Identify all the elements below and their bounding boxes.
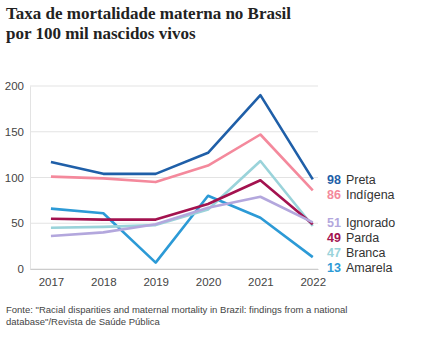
legend-value: 86 <box>327 188 341 202</box>
x-tick-label: 2017 <box>39 276 65 288</box>
y-tick-label: 0 <box>18 263 24 275</box>
x-tick-label: 2021 <box>248 276 274 288</box>
title: Taxa de mortalidade materna no Brasilpor… <box>6 4 291 43</box>
y-tick: 100 <box>5 172 30 184</box>
grid <box>30 86 318 269</box>
x-tick: 2021 <box>248 269 274 288</box>
legend-name: Branca <box>346 246 386 260</box>
text-line: database"/Revista de Saúde Pública <box>6 316 161 327</box>
grid-line <box>30 223 318 224</box>
legend-name: Ignorado <box>346 216 395 230</box>
legend-entry: 13 Amarela <box>327 261 392 275</box>
x-axis-line <box>31 269 319 270</box>
x-tick-label: 2019 <box>143 276 169 288</box>
legend-value: 98 <box>327 173 341 187</box>
x-tick: 2022 <box>300 269 326 288</box>
legend-entry: 47 Branca <box>327 246 386 260</box>
legend-name: Amarela <box>346 261 393 275</box>
y-tick-label: 100 <box>5 172 24 184</box>
y-tick: 200 <box>5 80 30 92</box>
text-line: Taxa de mortalidade materna no Brasil <box>6 4 291 23</box>
source: Fonte: "Racial disparities and maternal … <box>6 304 347 327</box>
legend-entry: 49 Parda <box>327 231 379 245</box>
legend-entry: 51 Ignorado <box>327 216 395 230</box>
x-tick-label: 2022 <box>300 276 326 288</box>
y-tick-label: 150 <box>5 126 24 138</box>
x-tick-label: 2018 <box>91 276 117 288</box>
legend: 98 Preta 86 Indígena 51 Ignorado 49 Parda 47 Bran… <box>327 173 395 275</box>
legend-name: Preta <box>346 173 376 187</box>
legend-name: Parda <box>346 231 379 245</box>
plot-lines <box>51 95 313 262</box>
legend-name: Indígena <box>346 188 395 202</box>
legend-entry: 98 Preta <box>327 173 376 187</box>
series-line <box>51 196 313 263</box>
series-line <box>51 95 313 179</box>
y-tick: 50 <box>11 217 30 229</box>
x-tick: 2020 <box>196 269 222 288</box>
legend-value: 49 <box>327 231 341 245</box>
y-tick: 150 <box>5 126 30 138</box>
y-axis: 0 50 100 150 200 <box>5 80 31 275</box>
legend-value: 47 <box>327 246 341 260</box>
legend-value: 13 <box>327 261 341 275</box>
y-axis-line <box>30 87 31 270</box>
series-line <box>51 197 313 236</box>
grid-line <box>30 131 318 132</box>
y-tick-label: 50 <box>11 217 24 229</box>
text-line: Fonte: "Racial disparities and maternal … <box>6 304 347 315</box>
y-tick: 0 <box>18 263 30 275</box>
x-tick-label: 2020 <box>196 276 222 288</box>
legend-entry: 86 Indígena <box>327 188 395 202</box>
x-tick: 2017 <box>39 269 65 288</box>
grid-line <box>30 269 318 270</box>
x-tick: 2019 <box>143 269 169 288</box>
text-line: por 100 mil nascidos vivos <box>6 24 196 43</box>
legend-value: 51 <box>327 216 341 230</box>
y-tick-label: 200 <box>5 80 24 92</box>
grid-line <box>30 86 318 87</box>
chart: Taxa de mortalidade materna no Brasilpor… <box>0 0 436 338</box>
x-tick: 2018 <box>91 269 117 288</box>
x-axis: 2017 2018 2019 2020 2021 2022 <box>31 269 327 288</box>
